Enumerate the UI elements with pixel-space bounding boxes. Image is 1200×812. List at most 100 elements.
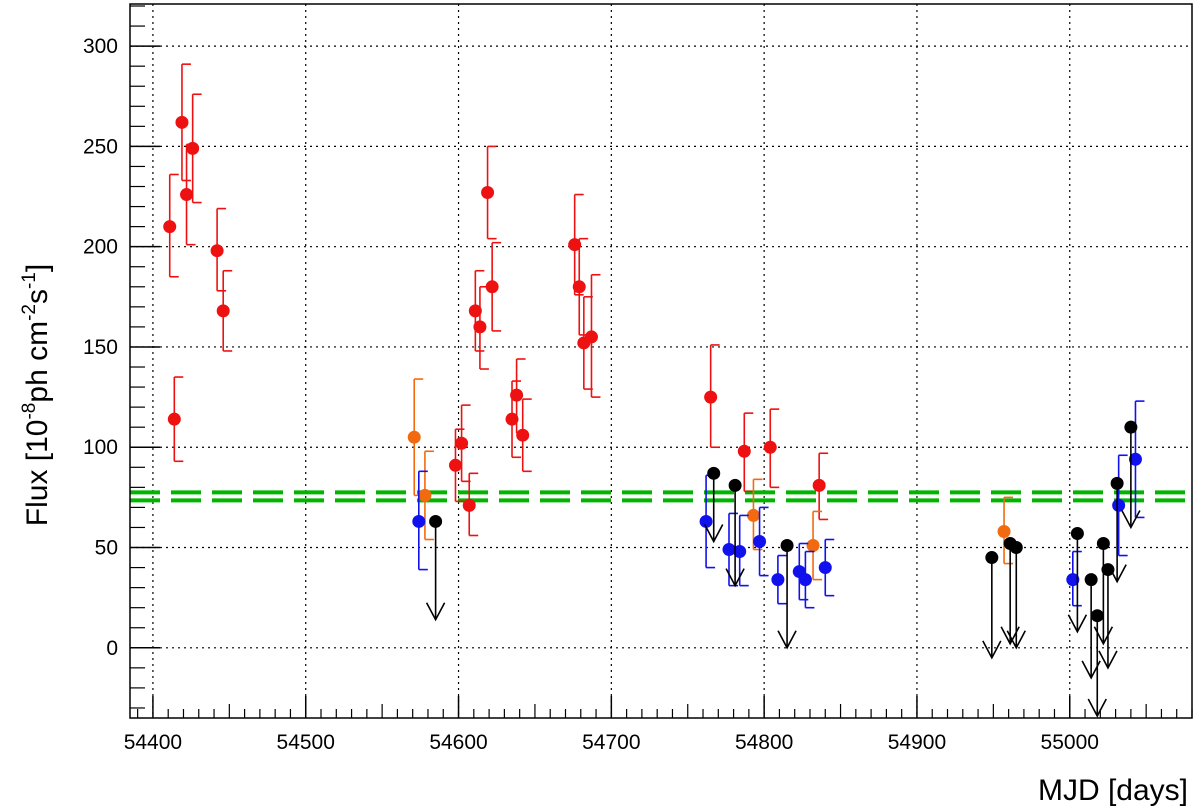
marker xyxy=(462,498,476,512)
marker xyxy=(699,514,713,528)
data-point xyxy=(704,344,720,449)
data-point xyxy=(746,478,763,551)
marker xyxy=(175,115,189,129)
axes: 54400 54500 54600 54700 54800 54900 55000 0 50 10… xyxy=(83,5,1193,754)
data-point xyxy=(568,193,584,296)
data-point xyxy=(412,470,428,571)
marker xyxy=(997,524,1011,538)
marker xyxy=(1128,452,1142,466)
data-point xyxy=(798,550,815,609)
arrow-head xyxy=(725,568,745,588)
marker xyxy=(746,508,760,522)
data-point xyxy=(997,496,1014,565)
marker xyxy=(216,304,230,318)
data-point xyxy=(812,452,829,521)
marker xyxy=(806,539,820,553)
marker xyxy=(510,388,524,402)
marker xyxy=(812,478,826,492)
marker xyxy=(707,466,721,480)
arrow-head xyxy=(1006,630,1026,650)
marker xyxy=(468,304,482,318)
arrow-head xyxy=(1098,650,1118,670)
marker xyxy=(753,535,767,549)
data-point xyxy=(175,63,191,182)
data-point xyxy=(584,273,601,398)
upper-limit-point xyxy=(1006,541,1026,650)
marker xyxy=(167,412,181,426)
marker xyxy=(505,412,519,426)
marker xyxy=(1112,498,1126,512)
upper-limit-point xyxy=(1093,537,1114,646)
marker xyxy=(481,186,495,200)
data-point xyxy=(167,376,184,463)
upper-limit-point xyxy=(1098,563,1118,670)
marker xyxy=(771,573,785,587)
y-axis-title-main: Flux [10 xyxy=(21,420,54,527)
y-tick-label: 50 xyxy=(95,537,118,560)
data-layer xyxy=(163,63,1145,718)
marker xyxy=(180,188,194,202)
marker xyxy=(186,141,200,155)
y-tick-label: 100 xyxy=(83,436,118,459)
marker xyxy=(722,543,736,557)
marker xyxy=(1090,609,1104,623)
upper-limit-point xyxy=(1121,420,1141,530)
x-tick-label: 54600 xyxy=(429,731,487,754)
marker xyxy=(418,488,432,502)
marker xyxy=(568,238,582,252)
y-tick-label: 150 xyxy=(83,336,118,359)
marker xyxy=(210,244,224,258)
y-tick-label: 200 xyxy=(83,236,118,259)
y-tick-label: 250 xyxy=(83,135,118,158)
data-point xyxy=(572,237,589,336)
data-point xyxy=(455,404,471,483)
x-tick-label: 54700 xyxy=(582,731,640,754)
marker xyxy=(704,390,718,404)
marker xyxy=(1066,573,1080,587)
marker xyxy=(429,514,443,528)
marker xyxy=(780,539,794,553)
marker xyxy=(733,545,747,559)
upper-limit-point xyxy=(425,514,446,622)
data-point xyxy=(737,412,754,493)
arrow-head xyxy=(704,524,724,544)
data-point xyxy=(1128,400,1145,519)
marker xyxy=(412,514,426,528)
y-axis-title-mid: ph cm xyxy=(21,321,54,403)
upper-limit-point xyxy=(725,478,745,588)
upper-limit-point xyxy=(777,539,797,650)
y-axis-title-exp1: -8 xyxy=(19,403,40,420)
y-axis-title-end: ] xyxy=(21,264,54,272)
arrow-head xyxy=(982,640,1002,660)
x-tick-label: 54900 xyxy=(888,731,946,754)
marker xyxy=(516,428,530,442)
arrow-head xyxy=(425,602,446,622)
marker xyxy=(448,458,462,472)
data-point xyxy=(733,514,749,587)
marker xyxy=(572,280,586,294)
marker xyxy=(728,478,742,492)
y-axis-title-exp3: -1 xyxy=(19,272,40,289)
data-point xyxy=(1112,454,1128,557)
marker xyxy=(798,573,812,587)
marker xyxy=(1009,541,1023,555)
upper-limit-point xyxy=(1107,476,1127,584)
y-tick-label: 300 xyxy=(83,35,118,58)
y-tick-label: 0 xyxy=(106,637,118,660)
data-point xyxy=(163,173,179,278)
data-point xyxy=(462,472,479,537)
data-point xyxy=(771,554,787,605)
upper-limit-point xyxy=(982,551,1002,660)
x-tick-label: 55000 xyxy=(1041,731,1099,754)
data-point xyxy=(210,207,227,292)
data-point xyxy=(485,241,502,332)
data-point xyxy=(418,450,434,541)
data-point xyxy=(516,398,532,473)
arrow-head xyxy=(777,630,797,650)
marker xyxy=(1124,420,1138,434)
marker xyxy=(407,430,421,444)
marker xyxy=(163,220,177,234)
x-tick-label: 54400 xyxy=(124,731,182,754)
arrow-head xyxy=(1121,510,1141,530)
data-point xyxy=(216,269,233,352)
